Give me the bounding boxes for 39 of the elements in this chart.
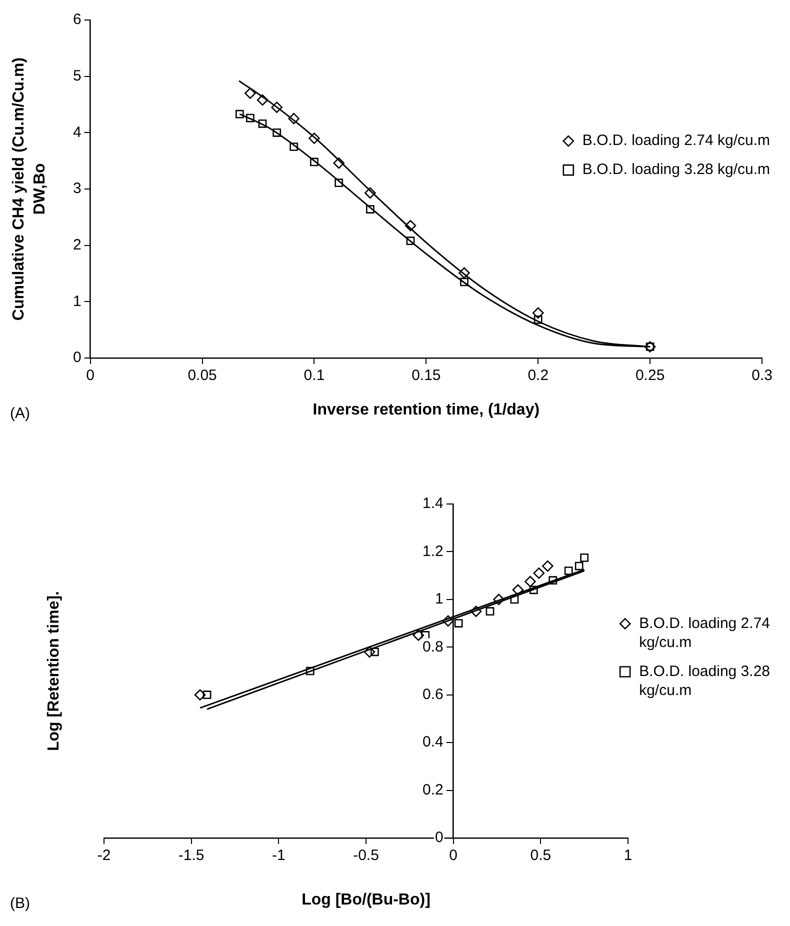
legend-label: B.O.D. loading 3.28 kg/cu.m	[639, 662, 770, 699]
x-axis-title: Log [Bo/(Bu-Bo)]	[302, 891, 430, 908]
x-axis-title: Inverse retention time, (1/day)	[312, 401, 540, 418]
y-tick-label: 0	[73, 349, 82, 366]
x-tick-label: 0.05	[188, 367, 217, 384]
x-tick-label: -1	[272, 847, 286, 864]
y-tick-label: 2	[73, 236, 82, 254]
x-tick-label: -1.5	[178, 847, 204, 864]
legend-label: B.O.D. loading 2.74 kg/cu.m	[582, 132, 770, 150]
text: (A)	[10, 405, 30, 422]
y-tick-label: 3	[73, 180, 82, 198]
y-axis-title: Cumulative CH4 yield (Cu.m/Cu.m) DW,Bo	[10, 57, 49, 321]
y-tick-label: 1.2	[422, 542, 444, 560]
x-tick-label: 0	[86, 367, 95, 384]
y-tick-label: 0.6	[422, 686, 444, 703]
y-tick-label: 0.2	[422, 781, 444, 798]
x-tick-label: 0.15	[412, 367, 441, 384]
legend-label: B.O.D. loading 3.28 kg/cu.m	[582, 161, 770, 178]
y-tick-label: 1	[73, 292, 82, 310]
y-tick-label: 0.4	[422, 734, 444, 751]
text: (B)	[10, 895, 30, 912]
legend-label: B.O.D. loading 2.74 kg/cu.m	[639, 614, 770, 651]
x-tick-label: -0.5	[353, 847, 379, 864]
y-tick-label: 6	[73, 11, 82, 28]
x-tick-label: 0.3	[752, 367, 772, 384]
x-tick-label: 0.2	[528, 367, 549, 384]
y-tick-label: 0.8	[422, 638, 444, 656]
y-axis-title: Log [Retention time].	[45, 591, 62, 751]
y-tick-label: 5	[73, 67, 82, 84]
y-tick-label: 1.4	[422, 495, 444, 512]
x-tick-label: 0.1	[304, 367, 325, 384]
y-tick-label: 4	[73, 124, 82, 141]
x-tick-label: 1	[624, 847, 632, 864]
x-tick-label: -2	[97, 847, 111, 864]
x-tick-label: 0.25	[635, 367, 665, 384]
x-tick-label: 0	[449, 847, 458, 864]
y-tick-label: 1	[434, 590, 444, 608]
x-tick-label: 0.5	[530, 847, 552, 864]
y-tick-label: 0	[434, 829, 444, 846]
